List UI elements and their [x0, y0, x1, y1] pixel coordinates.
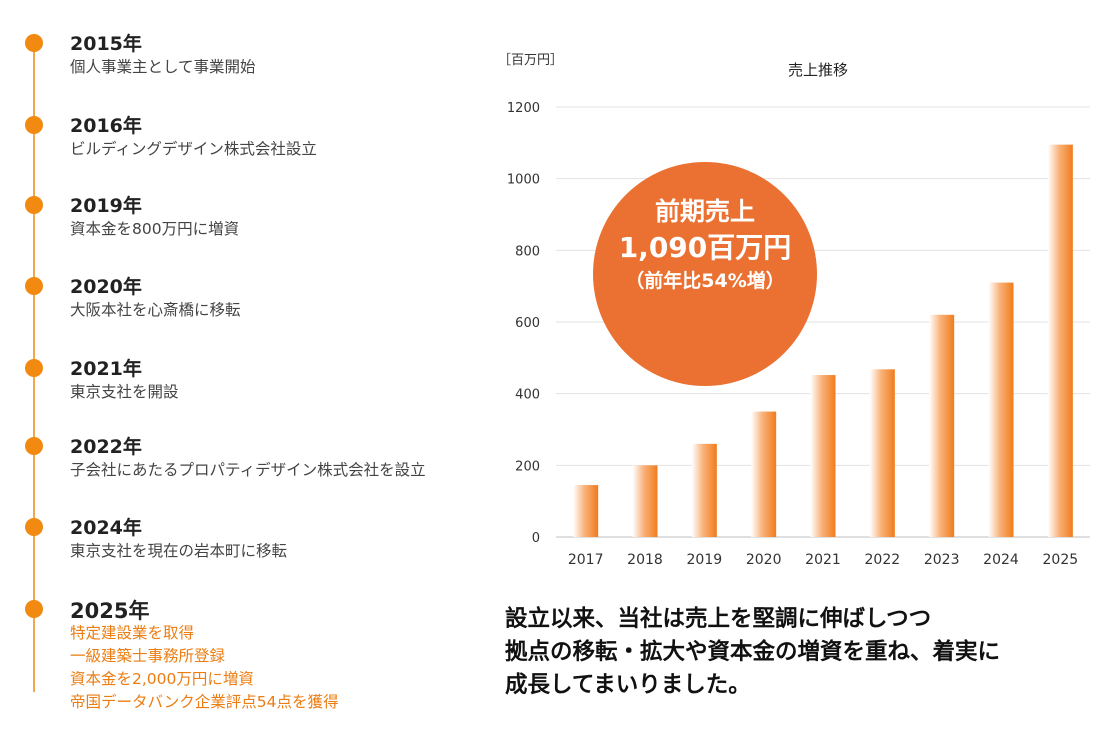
- bar-2024: [988, 282, 1014, 537]
- x-axis-categories: 2017 2018 2019 2020 2021 2022 2023 2024 2025: [568, 552, 1078, 568]
- timeline-desc: 東京支社を開設: [70, 381, 179, 404]
- timeline-desc: 東京支社を現在の岩本町に移転: [70, 540, 287, 563]
- badge-growth: （前年比54%増）: [625, 270, 785, 292]
- x-category-label: 2024: [983, 552, 1019, 568]
- timeline-desc-line: 特定建設業を取得: [70, 624, 195, 642]
- chart-title: 売上推移: [788, 61, 848, 79]
- x-category-label: 2017: [568, 552, 604, 568]
- timeline-year: 2015年: [70, 33, 142, 55]
- bar-2018: [632, 465, 658, 537]
- y-tick-label: 200: [515, 459, 540, 474]
- y-tick-label: 1000: [507, 173, 540, 188]
- summary-line: 拠点の移転・拡大や資本金の増資を重ね、着実に: [505, 639, 1001, 665]
- timeline-desc: ビルディングデザイン株式会社設立: [70, 138, 317, 161]
- x-category-label: 2023: [924, 552, 960, 568]
- timeline-year: 2024年: [70, 517, 142, 539]
- x-category-label: 2021: [805, 552, 841, 568]
- bar-2025: [1047, 144, 1073, 537]
- timeline-desc-line: 子会社にあたるプロパティデザイン株式会社を設立: [70, 461, 426, 479]
- x-category-label: 2022: [865, 552, 901, 568]
- bar-2020: [751, 411, 777, 537]
- timeline-dot: [25, 34, 43, 52]
- timeline-dot: [25, 600, 43, 618]
- sales-chart: ［百万円］ 売上推移 0 200 400 600 800 1000 1200 2017 201…: [490, 40, 1102, 580]
- timeline-desc-line: 一級建築士事務所登録: [70, 647, 226, 665]
- x-category-label: 2025: [1043, 552, 1079, 568]
- summary-line: 成長してまいりました。: [505, 672, 751, 698]
- timeline-desc-line: 資本金を800万円に増資: [70, 220, 240, 238]
- timeline-desc: 資本金を800万円に増資: [70, 218, 239, 241]
- y-tick-label: 0: [532, 531, 540, 546]
- x-category-label: 2020: [746, 552, 782, 568]
- timeline-dot: [25, 437, 43, 455]
- timeline-dot: [25, 196, 43, 214]
- timeline-desc: 大阪本社を心斎橋に移転: [70, 299, 241, 322]
- badge-amount: 1,090百万円: [618, 231, 792, 264]
- bar-2017: [573, 485, 599, 537]
- summary-text: 設立以来、当社は売上を堅調に伸ばしつつ 拠点の移転・拡大や資本金の増資を重ね、着…: [505, 603, 1095, 702]
- timeline-year: 2020年: [70, 276, 142, 298]
- timeline-desc: 個人事業主として事業開始: [70, 56, 256, 79]
- timeline-desc-line: 個人事業主として事業開始: [70, 58, 256, 76]
- timeline-desc: 特定建設業を取得 一級建築士事務所登録 資本金を2,000万円に増資 帝国データ…: [70, 622, 339, 714]
- timeline-desc-line: 大阪本社を心斎橋に移転: [70, 301, 241, 319]
- timeline-year: 2016年: [70, 115, 142, 137]
- y-tick-label: 1200: [507, 101, 540, 116]
- bar-2019: [691, 443, 717, 537]
- badge-title: 前期売上: [654, 197, 755, 226]
- previous-year-sales-badge: 前期売上 1,090百万円 （前年比54%増）: [593, 162, 817, 386]
- timeline-dot: [25, 116, 43, 134]
- timeline-year: 2025年: [70, 599, 150, 623]
- y-tick-label: 800: [515, 244, 540, 259]
- y-tick-label: 600: [515, 316, 540, 331]
- timeline-dot: [25, 518, 43, 536]
- x-category-label: 2018: [627, 552, 663, 568]
- bar-2023: [929, 314, 955, 537]
- timeline-year: 2021年: [70, 358, 142, 380]
- timeline-desc: 子会社にあたるプロパティデザイン株式会社を設立: [70, 459, 426, 482]
- timeline-year: 2019年: [70, 195, 142, 217]
- timeline-desc-line: 帝国データバンク企業評点54点を獲得: [70, 693, 339, 711]
- timeline-desc-line: 資本金を2,000万円に増資: [70, 670, 254, 688]
- timeline-dot: [25, 277, 43, 295]
- history-timeline: 2015年 個人事業主として事業開始 2016年 ビルディングデザイン株式会社設…: [0, 0, 490, 729]
- timeline-desc-line: 東京支社を開設: [70, 383, 179, 401]
- timeline-desc-line: ビルディングデザイン株式会社設立: [70, 140, 317, 158]
- summary-line: 設立以来、当社は売上を堅調に伸ばしつつ: [505, 606, 932, 632]
- y-axis-ticks: 0 200 400 600 800 1000 1200: [507, 101, 540, 546]
- x-category-label: 2019: [687, 552, 723, 568]
- bar-2022: [869, 369, 895, 537]
- timeline-year: 2022年: [70, 436, 142, 458]
- timeline-desc-line: 東京支社を現在の岩本町に移転: [70, 542, 288, 560]
- bar-2021: [810, 375, 836, 537]
- bars: [573, 144, 1073, 537]
- y-tick-label: 400: [515, 388, 540, 403]
- chart-unit-label: ［百万円］: [498, 53, 563, 68]
- timeline-dot: [25, 359, 43, 377]
